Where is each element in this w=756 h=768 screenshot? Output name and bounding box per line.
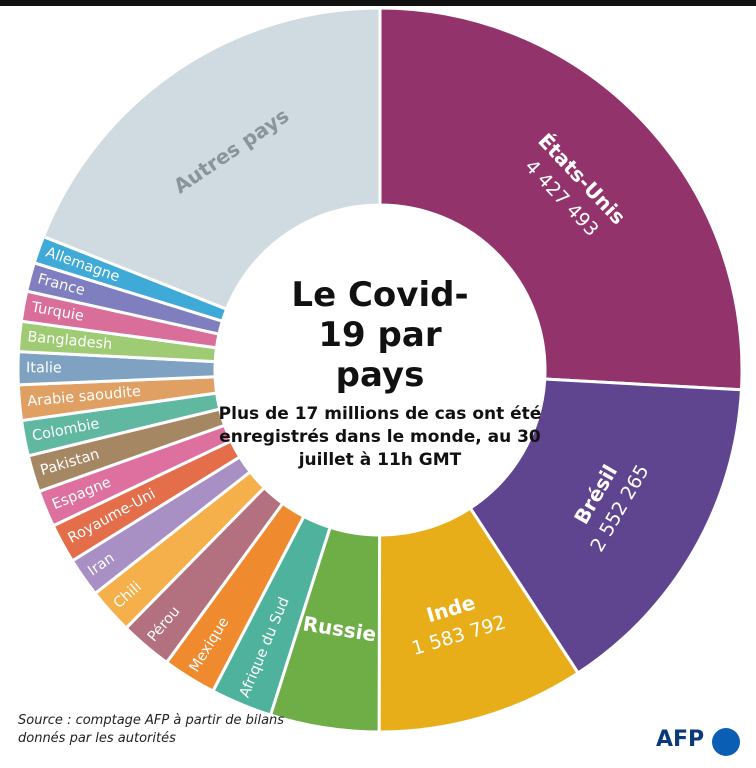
slice <box>468 377 744 676</box>
slice <box>377 506 581 734</box>
source-note: Source : comptage AFP à partir de bilans… <box>18 713 285 746</box>
slice-label: Italie <box>26 360 62 376</box>
center-text: Le Covid-19 par pays Plus de 17 millions… <box>215 275 545 472</box>
top-bar <box>0 0 756 6</box>
slice-label: Bangladesh <box>27 329 113 353</box>
logo: AFP <box>656 727 705 752</box>
chart-subtitle: Plus de 17 millions de cas ont été enreg… <box>218 404 542 470</box>
slice <box>41 6 382 312</box>
chart-title: Le Covid-19 par pays <box>291 275 469 395</box>
logo-mark <box>712 728 740 756</box>
slice <box>378 6 744 392</box>
